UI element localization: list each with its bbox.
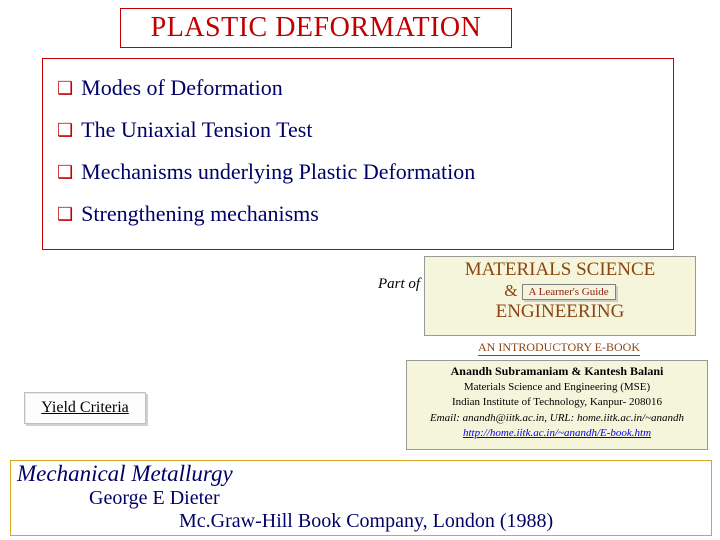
yield-criteria-button[interactable]: Yield Criteria: [24, 392, 146, 424]
matsci-line1: MATERIALS SCIENCE: [425, 259, 695, 281]
topic-text: Strengthening mechanisms: [81, 201, 319, 227]
topic-text: Mechanisms underlying Plastic Deformatio…: [81, 159, 475, 185]
topic-text: The Uniaxial Tension Test: [81, 117, 312, 143]
topic-item: ❑ The Uniaxial Tension Test: [57, 117, 673, 143]
learners-guide-badge: A Learner's Guide: [522, 284, 616, 300]
part-of-label: Part of: [378, 276, 420, 293]
authors-contact: Email: anandh@iitk.ac.in, URL: home.iitk…: [407, 411, 707, 426]
bullet-icon: ❑: [57, 120, 73, 141]
reference-book-box: Mechanical Metallurgy George E Dieter Mc…: [10, 460, 712, 536]
topic-item: ❑ Modes of Deformation: [57, 75, 673, 101]
materials-science-box: MATERIALS SCIENCE & A Learner's Guide EN…: [424, 256, 696, 336]
ampersand: &: [504, 281, 517, 300]
matsci-mid-row: & A Learner's Guide: [425, 281, 695, 301]
book-title: Mechanical Metallurgy: [17, 461, 711, 487]
bullet-icon: ❑: [57, 162, 73, 183]
book-publisher: Mc.Graw-Hill Book Company, London (1988): [179, 510, 711, 533]
topics-list: ❑ Modes of Deformation ❑ The Uniaxial Te…: [42, 58, 674, 250]
title-box: PLASTIC DEFORMATION: [120, 8, 512, 48]
authors-names: Anandh Subramaniam & Kantesh Balani: [407, 363, 707, 380]
authors-institute: Indian Institute of Technology, Kanpur- …: [407, 395, 707, 410]
ebook-label: AN INTRODUCTORY E-BOOK: [478, 340, 640, 356]
book-author: George E Dieter: [89, 487, 711, 510]
yield-criteria-label: Yield Criteria: [41, 399, 129, 417]
matsci-line2: ENGINEERING: [425, 301, 695, 323]
bullet-icon: ❑: [57, 78, 73, 99]
authors-box: Anandh Subramaniam & Kantesh Balani Mate…: [406, 360, 708, 450]
slide-title: PLASTIC DEFORMATION: [151, 12, 482, 44]
topic-text: Modes of Deformation: [81, 75, 283, 101]
bullet-icon: ❑: [57, 204, 73, 225]
authors-dept: Materials Science and Engineering (MSE): [407, 380, 707, 395]
ebook-label-box: AN INTRODUCTORY E-BOOK: [424, 338, 694, 356]
topic-item: ❑ Strengthening mechanisms: [57, 201, 673, 227]
topic-item: ❑ Mechanisms underlying Plastic Deformat…: [57, 159, 673, 185]
authors-url-link[interactable]: http://home.iitk.ac.in/~anandh/E-book.ht…: [463, 427, 651, 439]
